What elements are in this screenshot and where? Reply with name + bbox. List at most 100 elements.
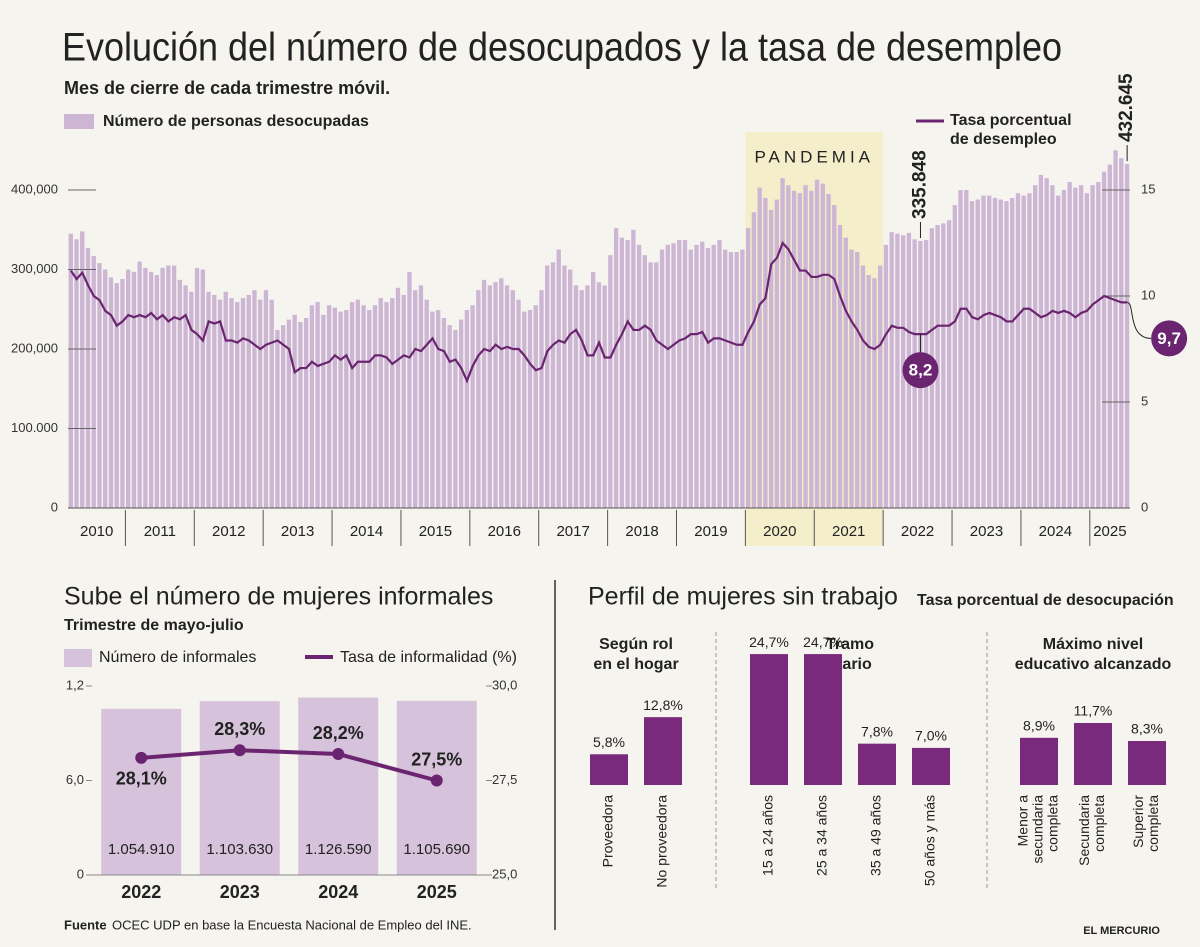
perfil-subtitle: Tasa porcentual de desocupación [917, 592, 1174, 609]
bar [1067, 182, 1072, 509]
bar [895, 233, 900, 508]
bar [820, 183, 825, 508]
bar [114, 283, 119, 508]
bar [590, 271, 596, 508]
bar [435, 310, 441, 508]
bar [413, 290, 418, 508]
x-tick-label: completa [1091, 795, 1107, 852]
x-tick-label: 2017 [556, 523, 589, 540]
bar-value-label: 7,8% [861, 723, 893, 739]
bar [1107, 164, 1112, 508]
bar [671, 243, 676, 508]
bar [367, 310, 372, 508]
y2-tick-label: 5 [1141, 393, 1148, 408]
bar [860, 265, 866, 508]
bar [694, 244, 699, 509]
rate-point [430, 774, 443, 787]
legend-label: Número de personas desocupadas [103, 113, 369, 130]
bar [958, 190, 963, 508]
rate-value-label: 27,5% [411, 749, 462, 769]
rate-point [332, 748, 345, 761]
y-tick-label: 200,000 [11, 340, 58, 355]
bar [390, 298, 395, 508]
bar [866, 275, 871, 508]
bar [751, 212, 757, 508]
bar [309, 305, 315, 508]
bar [281, 325, 286, 508]
bar [395, 287, 401, 508]
bar [814, 179, 820, 509]
group-title-line: Máximo nivel [1043, 636, 1143, 653]
bar [338, 311, 343, 508]
x-tick-label: 2023 [970, 523, 1003, 540]
bar-value-label: 24,7% [803, 634, 843, 650]
bar [608, 255, 613, 508]
bar [80, 231, 85, 508]
bar [286, 319, 292, 508]
bar [705, 248, 711, 508]
bar [619, 237, 625, 508]
source-label: Fuente [64, 917, 107, 932]
bar [763, 197, 768, 508]
bar [332, 307, 338, 508]
bar [1061, 190, 1067, 508]
bar [981, 195, 986, 508]
bar [858, 743, 896, 785]
x-tick-label: 25 a 34 años [814, 795, 830, 876]
bar [349, 302, 355, 508]
rate-point [233, 744, 246, 757]
bar [298, 697, 379, 875]
bar [143, 267, 148, 508]
bar [1074, 722, 1112, 785]
bar [344, 310, 349, 508]
y2-tick-label: 0 [1141, 499, 1148, 514]
bar [659, 249, 665, 508]
bar [803, 185, 808, 509]
source: OCEC UDP en base la Encuesta Nacional de… [112, 917, 472, 932]
x-tick-label: Superior [1130, 795, 1146, 848]
x-tick-label: No proveedora [654, 795, 670, 888]
y-tick-label: 0 [51, 499, 58, 514]
bar [1021, 195, 1026, 508]
bar [1010, 197, 1015, 508]
rate-value-label: 8,2 [909, 361, 933, 380]
x-tick-label: Menor a [1015, 795, 1031, 847]
bar [504, 285, 510, 508]
legend-swatch [64, 649, 92, 667]
bar [1073, 187, 1078, 509]
bar [568, 269, 573, 508]
bar [101, 708, 182, 875]
bar [648, 262, 653, 508]
rate-value-label: 28,3% [214, 719, 265, 739]
bar [378, 298, 383, 508]
bar [1128, 741, 1166, 785]
bar [625, 240, 630, 508]
bar [126, 269, 131, 508]
bar [200, 269, 205, 508]
x-tick-label: 2022 [121, 882, 161, 902]
bar [562, 265, 567, 508]
x-tick-label: 2022 [901, 523, 934, 540]
bar [441, 317, 447, 508]
rate-point [135, 751, 148, 764]
x-tick-label: 15 a 24 años [760, 795, 776, 876]
bar [246, 294, 251, 508]
rate-line [69, 240, 1128, 384]
bar [1119, 158, 1124, 508]
y2-tick-label: 25,0 [492, 866, 517, 881]
rate-bubble [902, 352, 939, 389]
legend-label-line: de desempleo [950, 131, 1057, 148]
bar [613, 228, 619, 508]
bar [447, 325, 452, 508]
bar [355, 299, 360, 508]
bar [1015, 193, 1021, 508]
bar [275, 329, 280, 508]
bar [510, 290, 515, 508]
bar [826, 193, 831, 508]
x-tick-label: Proveedora [600, 795, 616, 868]
bar [969, 201, 975, 508]
x-tick-label: 2016 [488, 523, 521, 540]
bar-value-label: 1.054.910 [108, 841, 175, 858]
group-title-line: educativo alcanzado [1015, 656, 1172, 673]
